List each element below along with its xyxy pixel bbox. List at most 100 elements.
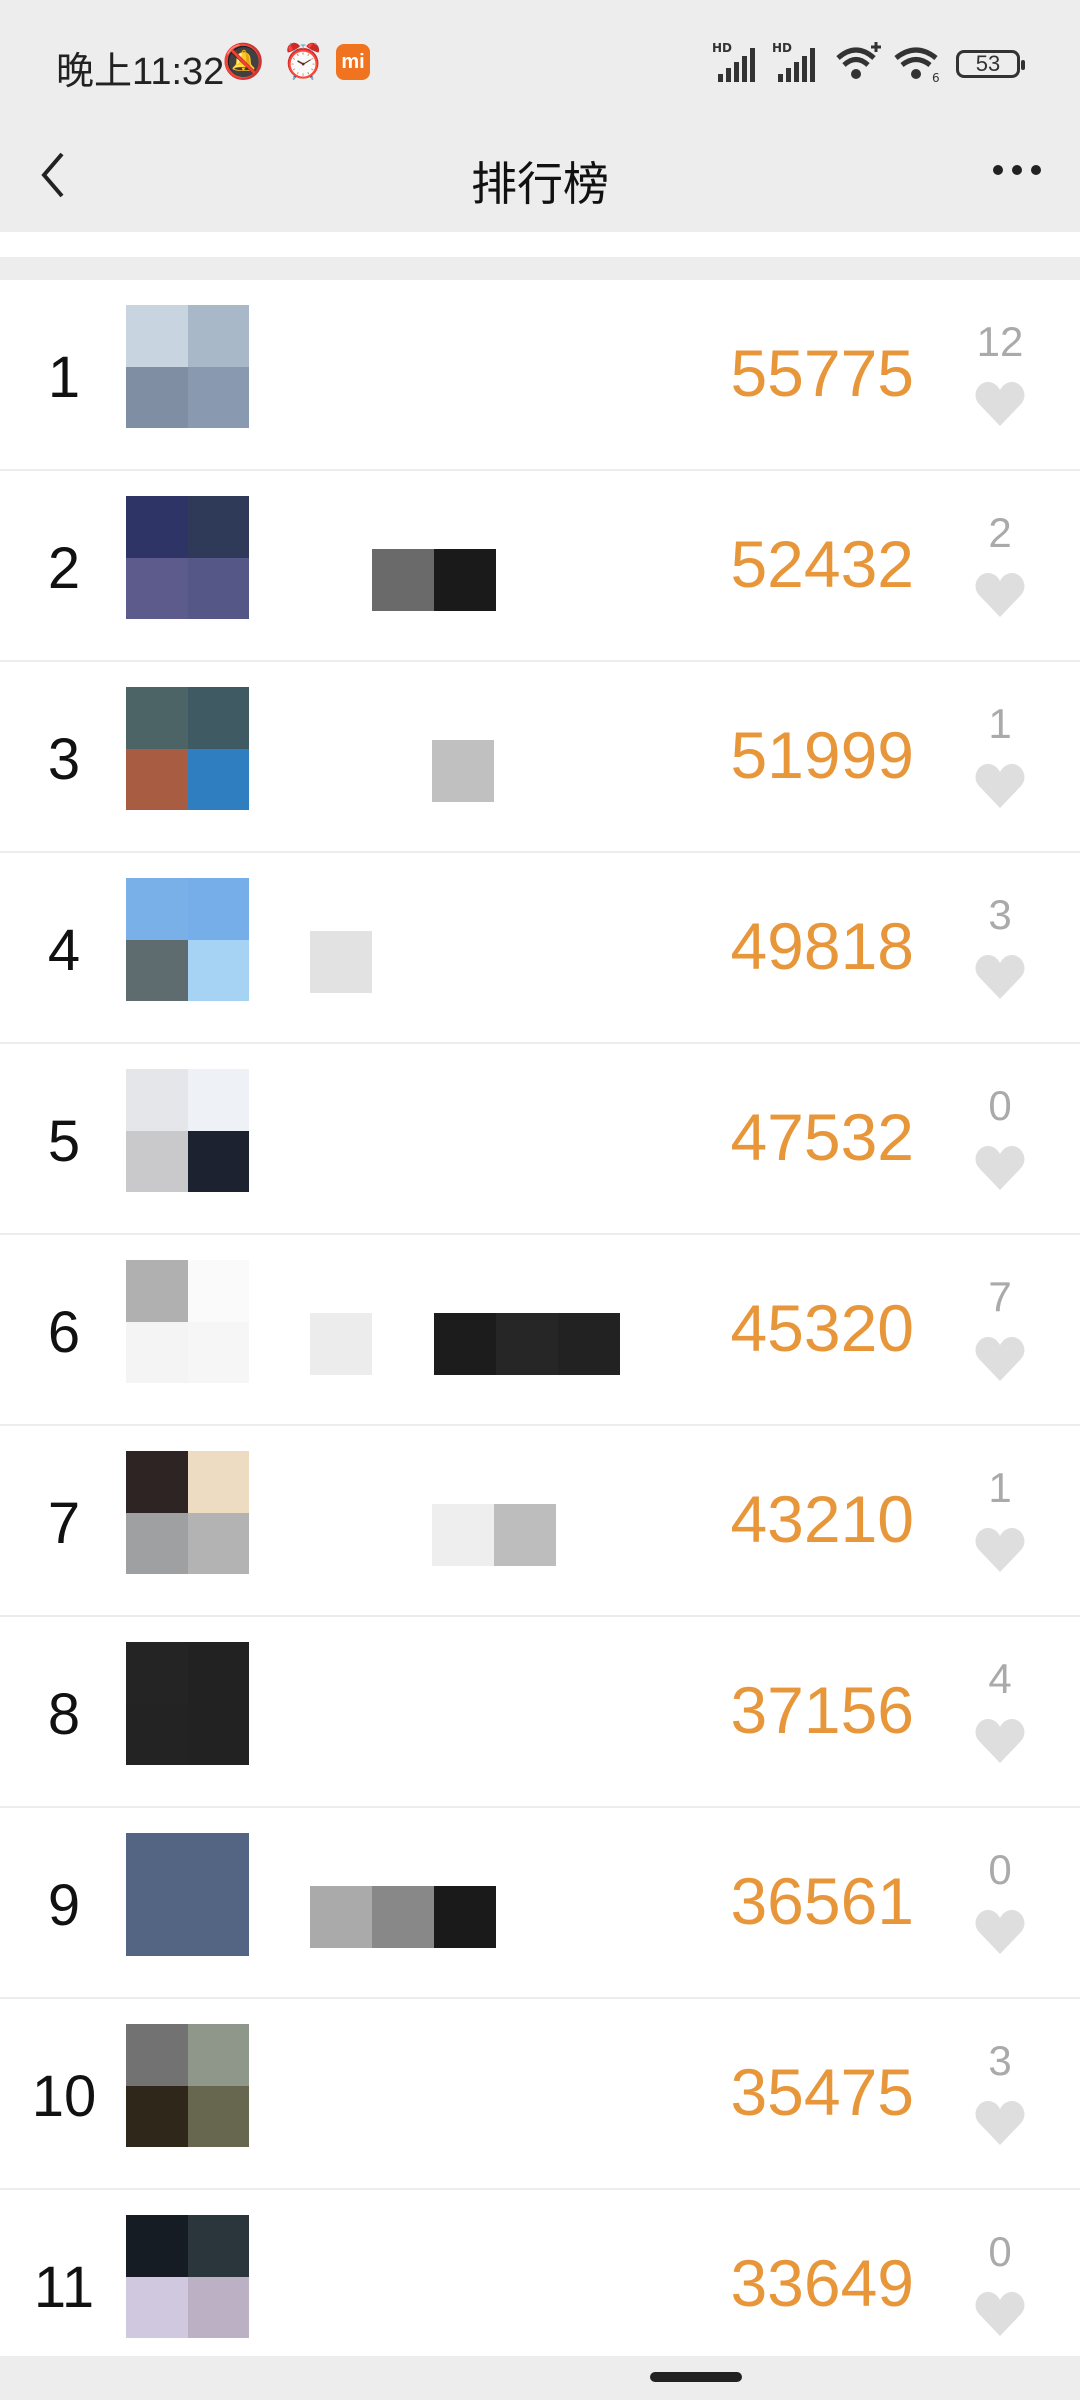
avatar-tile xyxy=(187,687,249,749)
step-count: 37156 xyxy=(730,1673,914,1747)
step-count: 35475 xyxy=(730,2055,914,2129)
step-count: 36561 xyxy=(730,1864,914,1938)
signal-hd-1-icon: HD xyxy=(712,41,755,82)
mosaic-block xyxy=(310,1886,372,1948)
avatar[interactable] xyxy=(126,1642,249,1765)
wifi-6-icon: 6 xyxy=(894,47,940,84)
rank-number: 3 xyxy=(47,727,81,792)
avatar-tile xyxy=(126,1130,188,1192)
name-censored xyxy=(432,740,494,802)
avatar-tile xyxy=(126,1642,188,1704)
mosaic-block xyxy=(372,1313,434,1375)
avatar-tile xyxy=(126,1512,188,1574)
mosaic-block xyxy=(434,1313,496,1375)
avatar-tile xyxy=(187,366,249,428)
heart-icon[interactable] xyxy=(974,762,1026,810)
status-time: 晚上11:32 xyxy=(56,51,225,93)
ranking-row[interactable]: 11 33649 0 xyxy=(0,2190,1080,2356)
like-count: 0 xyxy=(988,1082,1012,1129)
gesture-bar[interactable] xyxy=(650,2372,742,2382)
svg-text:HD: HD xyxy=(712,41,732,55)
mosaic-block xyxy=(434,549,496,611)
avatar-tile xyxy=(187,557,249,619)
heart-icon[interactable] xyxy=(974,1526,1026,1574)
mosaic-block xyxy=(558,1313,620,1375)
avatar-tile xyxy=(187,2085,249,2147)
back-button[interactable] xyxy=(38,148,68,213)
ranking-row[interactable]: 5 47532 0 xyxy=(0,1044,1080,1235)
heart-icon[interactable] xyxy=(974,2290,1026,2338)
avatar-tile xyxy=(126,305,188,367)
ranking-row[interactable]: 6 45320 7 xyxy=(0,1235,1080,1426)
rank-number: 9 xyxy=(47,1873,81,1938)
avatar-tile xyxy=(126,366,188,428)
avatar-tile xyxy=(187,1703,249,1765)
avatar[interactable] xyxy=(126,2024,249,2147)
avatar[interactable] xyxy=(126,687,249,810)
avatar[interactable] xyxy=(126,1833,249,1956)
avatar-tile xyxy=(187,1321,249,1383)
nav-header: 排行榜 xyxy=(0,130,1080,232)
avatar-tile xyxy=(187,748,249,810)
more-dots-icon xyxy=(993,165,1041,175)
alarm-icon: ⏰ xyxy=(282,43,325,81)
avatar[interactable] xyxy=(126,496,249,619)
ranking-row[interactable]: 4 49818 3 xyxy=(0,853,1080,1044)
mosaic-block xyxy=(432,1504,494,1566)
avatar-tile xyxy=(126,939,188,1001)
avatar-tile xyxy=(187,1894,249,1956)
rank-number: 6 xyxy=(47,1300,81,1365)
avatar[interactable] xyxy=(126,878,249,1001)
avatar-tile xyxy=(187,1130,249,1192)
step-count: 51999 xyxy=(730,718,914,792)
status-bar: 晚上11:32 🔕 ⏰ mi HD HD 6 53 xyxy=(0,0,1080,130)
avatar-tile xyxy=(126,496,188,558)
name-censored xyxy=(372,549,496,611)
heart-icon[interactable] xyxy=(974,380,1026,428)
step-count: 33649 xyxy=(730,2246,914,2320)
heart-icon[interactable] xyxy=(974,1335,1026,1383)
avatar[interactable] xyxy=(126,1260,249,1383)
avatar-tile xyxy=(187,2215,249,2277)
wifi-plus-icon xyxy=(836,42,881,79)
page-title: 排行榜 xyxy=(471,158,609,210)
ranking-row[interactable]: 10 35475 3 xyxy=(0,1999,1080,2190)
heart-icon[interactable] xyxy=(974,1717,1026,1765)
step-count: 49818 xyxy=(730,909,914,983)
avatar[interactable] xyxy=(126,1451,249,1574)
heart-icon[interactable] xyxy=(974,953,1026,1001)
ranking-row[interactable]: 1 55775 12 xyxy=(0,280,1080,471)
rank-number: 5 xyxy=(47,1109,81,1174)
avatar-tile xyxy=(126,1451,188,1513)
like-count: 2 xyxy=(988,509,1012,556)
step-count: 52432 xyxy=(730,527,914,601)
battery-indicator: 53 xyxy=(956,50,1025,78)
avatar-tile xyxy=(187,1260,249,1322)
name-censored xyxy=(310,931,372,993)
heart-icon[interactable] xyxy=(974,571,1026,619)
avatar-tile xyxy=(126,748,188,810)
avatar[interactable] xyxy=(126,305,249,428)
ranking-row[interactable]: 3 51999 1 xyxy=(0,662,1080,853)
avatar[interactable] xyxy=(126,1069,249,1192)
avatar-tile xyxy=(187,2276,249,2338)
avatar-tile xyxy=(126,1894,188,1956)
heart-icon[interactable] xyxy=(974,1908,1026,1956)
ranking-row[interactable]: 2 52432 2 xyxy=(0,471,1080,662)
rank-number: 11 xyxy=(33,2255,95,2320)
ranking-row[interactable]: 8 37156 4 xyxy=(0,1617,1080,1808)
ranking-row[interactable]: 9 36561 0 xyxy=(0,1808,1080,1999)
mosaic-block xyxy=(434,1886,496,1948)
heart-icon[interactable] xyxy=(974,1144,1026,1192)
like-count: 1 xyxy=(988,1464,1012,1511)
more-button[interactable] xyxy=(990,144,1044,205)
heart-icon[interactable] xyxy=(974,2099,1026,2147)
rank-number: 1 xyxy=(47,345,81,410)
mosaic-block xyxy=(310,1313,372,1375)
avatar-tile xyxy=(187,305,249,367)
avatar[interactable] xyxy=(126,2215,249,2338)
ranking-row[interactable]: 7 43210 1 xyxy=(0,1426,1080,1617)
avatar-tile xyxy=(187,1642,249,1704)
like-count: 3 xyxy=(988,2037,1012,2084)
avatar-tile xyxy=(187,1069,249,1131)
